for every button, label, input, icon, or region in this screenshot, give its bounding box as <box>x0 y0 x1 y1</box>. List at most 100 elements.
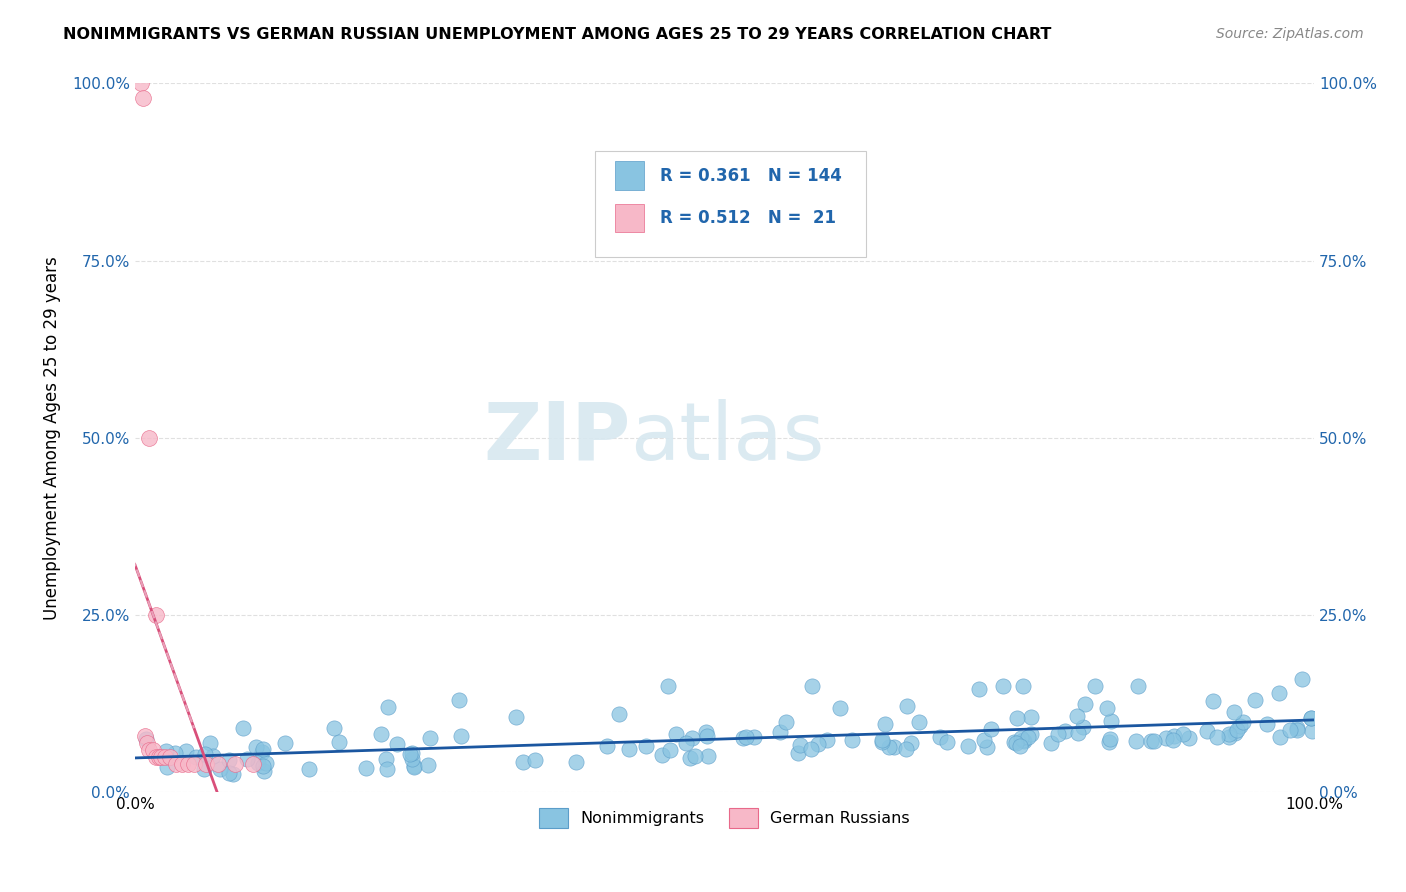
Point <box>675 736 697 750</box>
Point <box>1005 735 1028 749</box>
Point <box>172 756 194 771</box>
Point <box>636 739 658 753</box>
Point <box>731 731 754 746</box>
Point <box>769 725 792 739</box>
Point <box>789 738 811 752</box>
Point <box>274 736 297 750</box>
Point <box>1226 723 1249 738</box>
Point <box>870 734 893 748</box>
Point <box>450 729 472 743</box>
Point <box>907 714 929 729</box>
Point <box>1218 731 1240 745</box>
Point <box>156 760 179 774</box>
Point <box>201 748 224 763</box>
Point <box>877 740 900 755</box>
Point <box>565 755 588 769</box>
Point <box>1019 727 1042 741</box>
Point <box>896 699 918 714</box>
Point <box>221 766 243 780</box>
Point <box>354 761 377 775</box>
Point <box>1178 731 1201 746</box>
Point <box>1154 731 1177 745</box>
Text: R = 0.512   N =  21: R = 0.512 N = 21 <box>659 209 835 227</box>
Point <box>132 90 155 104</box>
Point <box>657 679 679 693</box>
Point <box>1071 719 1094 733</box>
Point <box>155 744 177 758</box>
Point <box>252 745 274 759</box>
Point <box>957 739 980 754</box>
Point <box>1268 730 1291 744</box>
Point <box>1067 726 1090 740</box>
Point <box>377 700 399 714</box>
Point <box>683 749 706 764</box>
Point <box>398 747 420 761</box>
Point <box>1047 727 1070 741</box>
Point <box>138 431 160 445</box>
Text: atlas: atlas <box>630 399 825 477</box>
Point <box>980 722 1002 736</box>
Point <box>696 729 718 743</box>
Point <box>1012 679 1035 693</box>
Point <box>174 744 197 758</box>
Point <box>218 753 240 767</box>
Point <box>419 731 441 745</box>
Text: NONIMMIGRANTS VS GERMAN RUSSIAN UNEMPLOYMENT AMONG AGES 25 TO 29 YEARS CORRELATI: NONIMMIGRANTS VS GERMAN RUSSIAN UNEMPLOY… <box>63 27 1052 42</box>
Point <box>775 714 797 729</box>
Point <box>1206 730 1229 744</box>
Point <box>1040 736 1063 750</box>
Point <box>929 731 952 745</box>
Point <box>973 733 995 747</box>
Point <box>252 742 274 756</box>
Point <box>807 737 830 751</box>
Point <box>1229 719 1251 733</box>
Point <box>1223 726 1246 740</box>
Point <box>815 733 838 747</box>
Point <box>787 747 810 761</box>
Point <box>387 737 409 751</box>
Point <box>1007 711 1029 725</box>
Point <box>991 679 1014 693</box>
FancyBboxPatch shape <box>614 161 644 190</box>
Point <box>328 734 350 748</box>
Point <box>418 758 440 772</box>
Point <box>800 679 823 693</box>
Point <box>177 756 200 771</box>
Point <box>449 693 471 707</box>
Point <box>1010 739 1032 753</box>
Point <box>165 756 187 771</box>
Point <box>742 730 765 744</box>
Point <box>735 730 758 744</box>
Point <box>322 722 344 736</box>
Point <box>1143 733 1166 747</box>
Point <box>194 747 217 762</box>
Point <box>873 716 896 731</box>
Text: ZIP: ZIP <box>484 399 630 477</box>
Point <box>193 762 215 776</box>
Point <box>401 747 423 761</box>
Point <box>1101 714 1123 728</box>
Point <box>841 732 863 747</box>
Point <box>505 710 527 724</box>
Point <box>402 759 425 773</box>
Point <box>145 608 167 623</box>
Point <box>254 756 277 771</box>
Point <box>142 743 165 757</box>
Point <box>828 701 851 715</box>
FancyBboxPatch shape <box>614 204 644 232</box>
Point <box>1125 734 1147 748</box>
Point <box>253 764 276 779</box>
Point <box>183 756 205 771</box>
Point <box>1256 716 1278 731</box>
Point <box>232 721 254 735</box>
Point <box>150 750 173 764</box>
Point <box>800 742 823 756</box>
Point <box>1232 714 1254 729</box>
Point <box>936 735 959 749</box>
Point <box>1267 686 1289 700</box>
Point <box>401 752 423 766</box>
Point <box>1301 723 1323 738</box>
Point <box>1098 735 1121 749</box>
Point <box>224 756 246 771</box>
Point <box>242 756 264 771</box>
